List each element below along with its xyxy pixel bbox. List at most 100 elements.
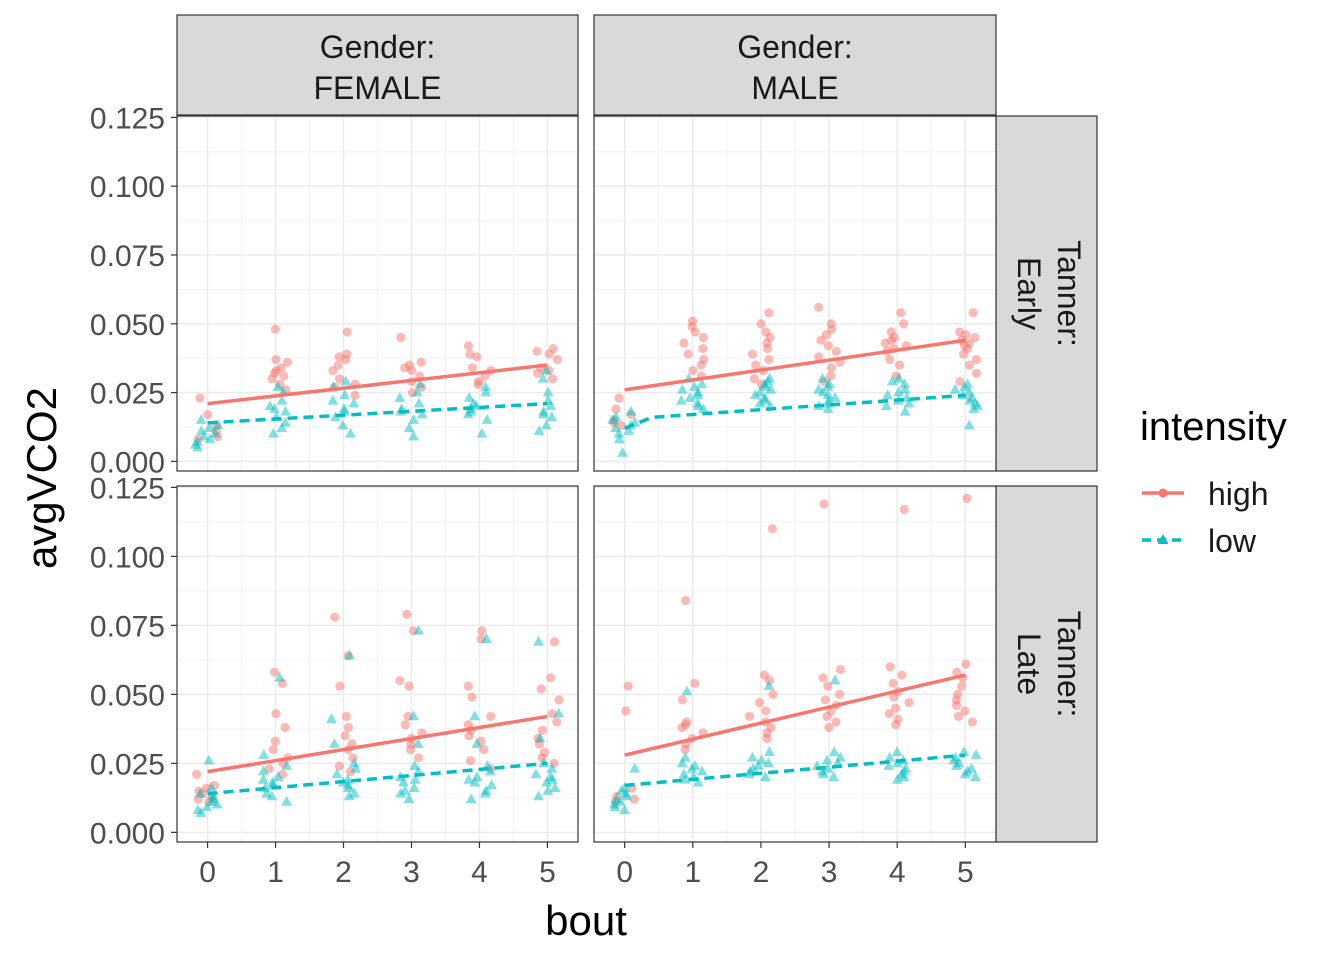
data-point-high: [690, 678, 700, 688]
data-point-low: [395, 787, 407, 798]
data-point-low: [411, 386, 423, 397]
trend-line-low: [207, 761, 548, 796]
data-point-high: [831, 346, 841, 356]
data-point-low: [326, 713, 337, 723]
data-point-low: [343, 790, 355, 801]
data-point-high: [898, 319, 909, 329]
data-point-high: [762, 343, 773, 354]
data-point-low: [675, 394, 687, 405]
y-tick-label: 0.100: [90, 171, 165, 204]
data-point-low: [749, 389, 761, 400]
data-point-low: [681, 685, 693, 696]
data-point-high: [402, 609, 412, 619]
data-point-low: [697, 403, 709, 413]
data-point-high: [546, 673, 556, 683]
data-point-high: [395, 675, 405, 686]
data-point-low: [549, 782, 561, 792]
data-point-high: [971, 354, 982, 365]
data-point-high: [282, 357, 293, 367]
data-point-high: [268, 744, 278, 755]
data-point-low: [763, 680, 775, 690]
legend-key-low-marker: [1157, 534, 1169, 544]
data-point-low: [822, 403, 834, 413]
data-point-low: [607, 414, 619, 424]
data-point-low: [414, 378, 426, 389]
data-point-low: [276, 394, 288, 405]
panels-layer: [176, 115, 997, 843]
data-point-low: [893, 386, 905, 397]
y-tick-label: 0.125: [90, 472, 165, 505]
data-point-high: [343, 722, 354, 733]
data-point-high: [621, 706, 631, 716]
data-point-low: [409, 773, 421, 784]
data-point-high: [552, 354, 562, 365]
y-tick-label: 0.125: [90, 102, 165, 135]
data-point-low: [964, 394, 976, 405]
data-point-low: [413, 624, 424, 635]
data-point-low: [408, 414, 420, 424]
data-point-low: [546, 762, 558, 773]
data-point-high: [279, 371, 289, 381]
data-point-high: [961, 659, 971, 669]
data-point-high: [330, 612, 340, 622]
data-point-high: [554, 695, 564, 705]
data-point-low: [465, 793, 477, 804]
data-point-high: [889, 692, 899, 702]
data-point-low: [891, 773, 903, 784]
data-point-high: [623, 681, 633, 691]
data-point-low: [258, 749, 270, 759]
data-point-low: [469, 776, 481, 787]
data-point-low: [970, 771, 981, 781]
data-point-high: [340, 731, 350, 741]
data-point-low: [541, 776, 553, 787]
data-point-low: [280, 405, 291, 416]
data-point-high: [547, 374, 558, 384]
legend-item-low: low: [1142, 523, 1257, 559]
data-point-low: [339, 389, 351, 400]
data-point-high: [888, 678, 898, 688]
data-point-low: [546, 773, 558, 784]
data-point-low: [822, 762, 834, 773]
data-point-low: [613, 427, 625, 438]
facet-strip-late-line2: Late: [1011, 633, 1047, 695]
data-point-high: [884, 709, 894, 719]
panel-border: [176, 115, 579, 472]
facet-strip-female-line2: FEMALE: [313, 70, 441, 106]
data-point-low: [331, 768, 343, 779]
data-point-high: [350, 390, 360, 400]
data-point-low: [408, 430, 419, 441]
data-point-low: [344, 649, 355, 660]
data-point-high: [677, 695, 688, 705]
data-point-high: [463, 341, 474, 351]
data-point-high: [473, 379, 483, 389]
points-group: [191, 609, 565, 817]
data-point-high: [951, 700, 962, 710]
data-point-low: [828, 746, 840, 757]
data-point-high: [341, 354, 351, 365]
data-point-high: [404, 681, 414, 691]
data-point-low: [968, 403, 980, 413]
y-tick-label: 0.050: [90, 679, 165, 712]
data-point-low: [629, 762, 641, 773]
data-point-low: [970, 749, 982, 759]
data-point-low: [542, 784, 554, 795]
data-point-low: [759, 771, 771, 781]
data-point-high: [552, 717, 562, 727]
data-point-high: [761, 706, 771, 716]
data-point-high: [405, 744, 416, 755]
data-point-high: [899, 504, 909, 515]
data-point-low: [949, 383, 961, 394]
data-point-high: [472, 352, 482, 362]
x-tick-label: 1: [684, 856, 701, 889]
data-point-high: [280, 722, 290, 733]
facet-strip-male-line1: Gender:: [737, 29, 853, 65]
data-point-low: [274, 671, 286, 682]
data-point-low: [479, 787, 491, 798]
data-point-low: [469, 710, 481, 721]
data-point-low: [540, 419, 552, 430]
data-point-low: [899, 405, 911, 416]
data-point-low: [471, 738, 483, 748]
data-point-high: [629, 794, 639, 804]
data-point-high: [416, 357, 426, 367]
